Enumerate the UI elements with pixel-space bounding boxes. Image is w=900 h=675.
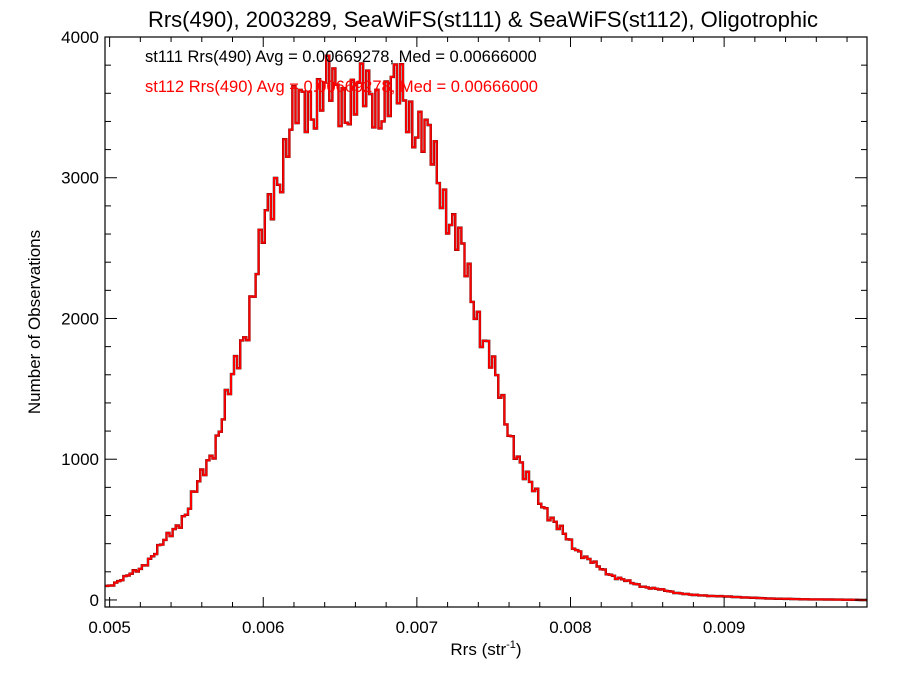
y-tick-label: 4000 (61, 28, 99, 47)
chart-title: Rrs(490), 2003289, SeaWiFS(st111) & SeaW… (148, 7, 818, 32)
x-tick-label: 0.006 (242, 618, 285, 637)
y-tick-label: 0 (90, 591, 99, 610)
x-axis-label-main: Rrs (str (450, 640, 506, 659)
x-axis-label: Rrs (str-1) (450, 639, 521, 659)
legend-entry-st112: st112 Rrs(490) Avg = 0.00669278, Med = 0… (145, 78, 538, 96)
x-tick-label: 0.008 (549, 618, 592, 637)
y-tick-label: 3000 (61, 169, 99, 188)
x-tick-label: 0.009 (703, 618, 746, 637)
x-axis-label-sup: -1 (506, 639, 516, 651)
y-axis-label: Number of Observations (25, 230, 44, 414)
y-tick-label: 2000 (61, 309, 99, 328)
legend-entry-st111: st111 Rrs(490) Avg = 0.00669278, Med = 0… (145, 48, 537, 66)
x-tick-label: 0.005 (88, 618, 131, 637)
x-tick-label: 0.007 (396, 618, 439, 637)
histogram-line-st112 (105, 54, 867, 601)
histogram-line-st111 (105, 54, 867, 602)
plot-frame (104, 36, 868, 608)
x-axis-label-suffix: ) (516, 640, 522, 659)
y-tick-label: 1000 (61, 450, 99, 469)
